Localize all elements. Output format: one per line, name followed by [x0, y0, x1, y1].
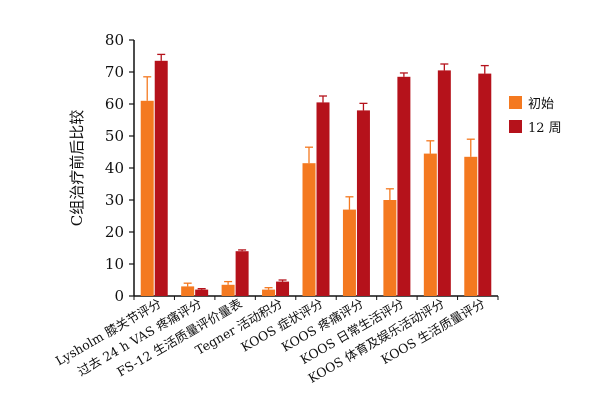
y-tick-label: 50 — [105, 127, 124, 145]
y-tick-label: 70 — [105, 63, 124, 81]
y-axis-title: C组治疗前后比较 — [68, 110, 86, 226]
legend-swatch-12-weeks — [509, 120, 522, 133]
bar-12-weeks — [316, 102, 330, 297]
y-tick-label: 80 — [105, 31, 124, 49]
y-tick-label: 60 — [105, 95, 124, 113]
y-tick-label: 10 — [105, 255, 124, 273]
y-tick-label: 30 — [105, 191, 124, 209]
bar-initial — [423, 153, 437, 296]
bar-initial — [140, 100, 154, 296]
y-tick-label: 40 — [105, 159, 124, 177]
bar-12-weeks — [478, 73, 492, 296]
y-axis: 0 10 20 30 40 50 60 70 80 — [105, 31, 135, 305]
bar-initial — [181, 286, 195, 296]
bar-12-weeks — [235, 251, 249, 296]
y-tick-label: 20 — [105, 223, 124, 241]
legend: 初始 12 周 — [509, 96, 562, 136]
legend-label-12-weeks: 12 周 — [528, 121, 562, 136]
bar-12-weeks — [356, 110, 370, 297]
legend-swatch-initial — [509, 96, 522, 109]
bar-initial — [302, 163, 316, 296]
bar-12-weeks — [154, 60, 168, 296]
y-tick-label: 0 — [114, 287, 124, 305]
bar-initial — [262, 289, 276, 296]
bar-12-weeks — [437, 70, 451, 297]
bar-initial — [464, 156, 478, 296]
x-axis — [133, 295, 499, 300]
bar-12-weeks — [397, 76, 411, 296]
bar-initial — [221, 284, 235, 296]
bar-initial — [383, 200, 397, 296]
legend-label-initial: 初始 — [528, 97, 554, 112]
bar-12-weeks — [195, 289, 209, 296]
bars-group — [140, 53, 492, 297]
bar-initial — [342, 209, 356, 296]
bar-12-weeks — [276, 281, 290, 296]
